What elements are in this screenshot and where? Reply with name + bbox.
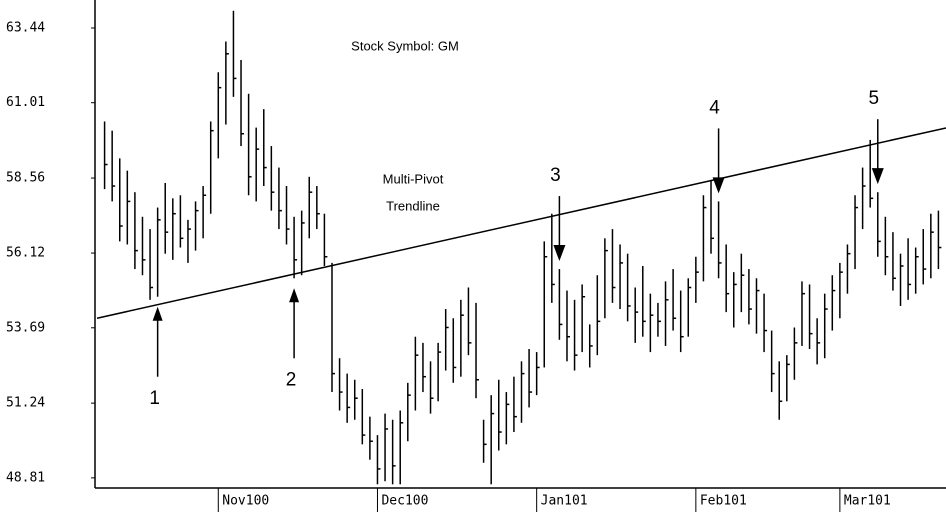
pivot-arrowhead: [712, 177, 725, 194]
pivot-label: 1: [149, 388, 160, 409]
pivot-arrowhead: [553, 245, 566, 262]
pivot-arrowhead: [871, 168, 884, 185]
trendline-label: Trendline: [386, 198, 440, 213]
pivot-label: 5: [868, 88, 879, 109]
y-tick-label: 61.01: [6, 95, 45, 110]
x-tick-label: Mar101: [844, 494, 891, 509]
y-tick-label: 48.81: [6, 470, 45, 485]
chart-title: Stock Symbol: GM: [351, 38, 459, 53]
x-tick-label: Feb101: [700, 494, 747, 509]
pivot-arrowhead: [289, 288, 300, 303]
x-tick-label: Jan101: [541, 494, 588, 509]
y-tick-label: 53.69: [6, 320, 45, 335]
trendline-label: Multi-Pivot: [383, 171, 444, 186]
pivot-arrowhead: [152, 306, 163, 321]
y-tick-label: 58.56: [6, 171, 45, 186]
x-tick-label: Nov100: [222, 494, 269, 509]
pivot-label: 3: [550, 165, 561, 186]
x-tick-label: Dec100: [381, 494, 428, 509]
y-tick-label: 56.12: [6, 246, 45, 261]
y-tick-label: 51.24: [6, 396, 45, 411]
pivot-label: 4: [709, 97, 720, 118]
pivot-label: 2: [286, 369, 297, 390]
y-tick-label: 63.44: [6, 20, 45, 35]
trendline: [96, 127, 946, 319]
